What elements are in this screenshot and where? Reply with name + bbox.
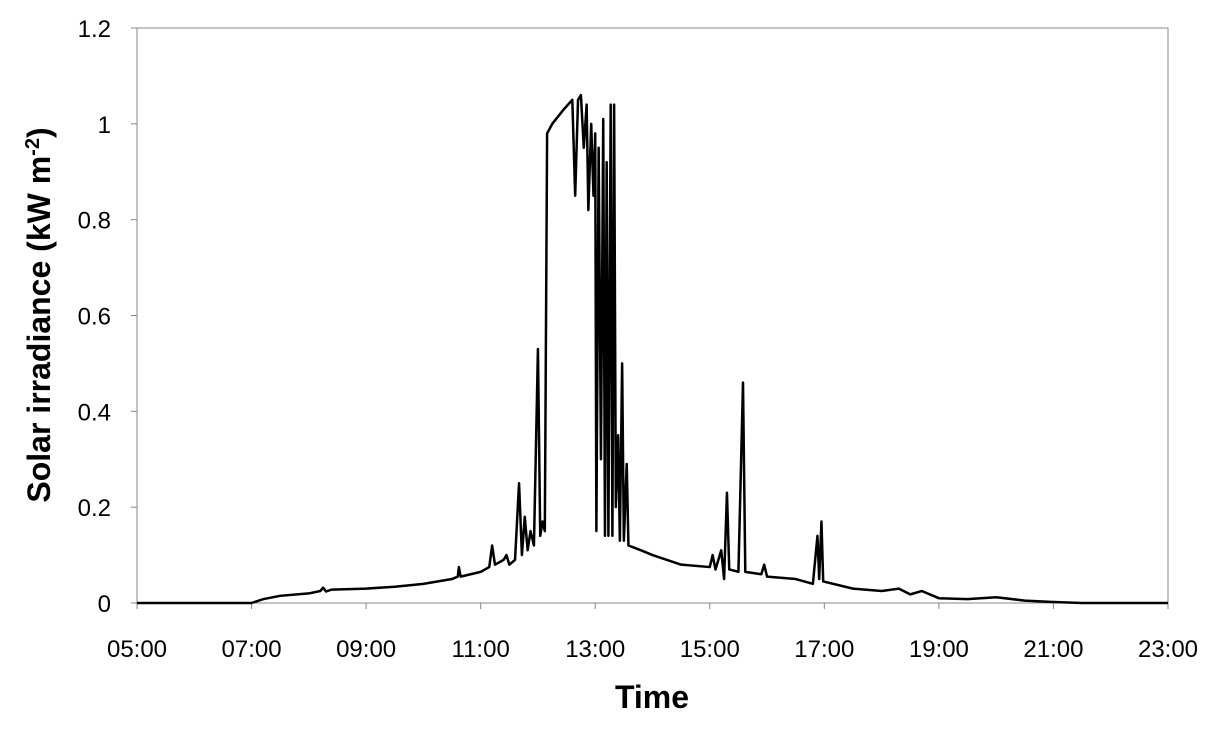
x-tick-label: 07:00 (222, 636, 282, 663)
y-axis-title-suffix: ) (21, 127, 57, 138)
x-tick-label: 17:00 (794, 636, 854, 663)
y-axis-title-text: Solar irradiance (kW m (21, 156, 57, 503)
x-tick-label: 09:00 (336, 636, 396, 663)
x-tick-label: 21:00 (1023, 636, 1083, 663)
x-tick-label: 19:00 (909, 636, 969, 663)
y-axis-title: Solar irradiance (kW m-2) (21, 127, 57, 502)
y-tick-label: 0.4 (78, 399, 111, 426)
data-line (137, 93, 1168, 605)
x-tick-label: 15:00 (680, 636, 740, 663)
y-tick-label: 0.8 (78, 208, 111, 235)
y-tick-label: 0.6 (78, 304, 111, 331)
y-tick-label: 1 (98, 112, 111, 139)
x-tick-label: 11:00 (452, 636, 510, 663)
x-tick-label: 23:00 (1138, 636, 1198, 663)
y-tick-label: 0 (98, 591, 111, 618)
x-tick-label: 13:00 (565, 636, 625, 663)
x-tick-label: 05:00 (107, 636, 167, 663)
y-tick-label: 1.2 (78, 16, 111, 43)
y-axis-title-sup: -2 (22, 138, 44, 156)
y-tick-label: 0.2 (78, 495, 111, 522)
x-axis-title: Time (615, 679, 689, 715)
plot-frame (136, 27, 1169, 604)
